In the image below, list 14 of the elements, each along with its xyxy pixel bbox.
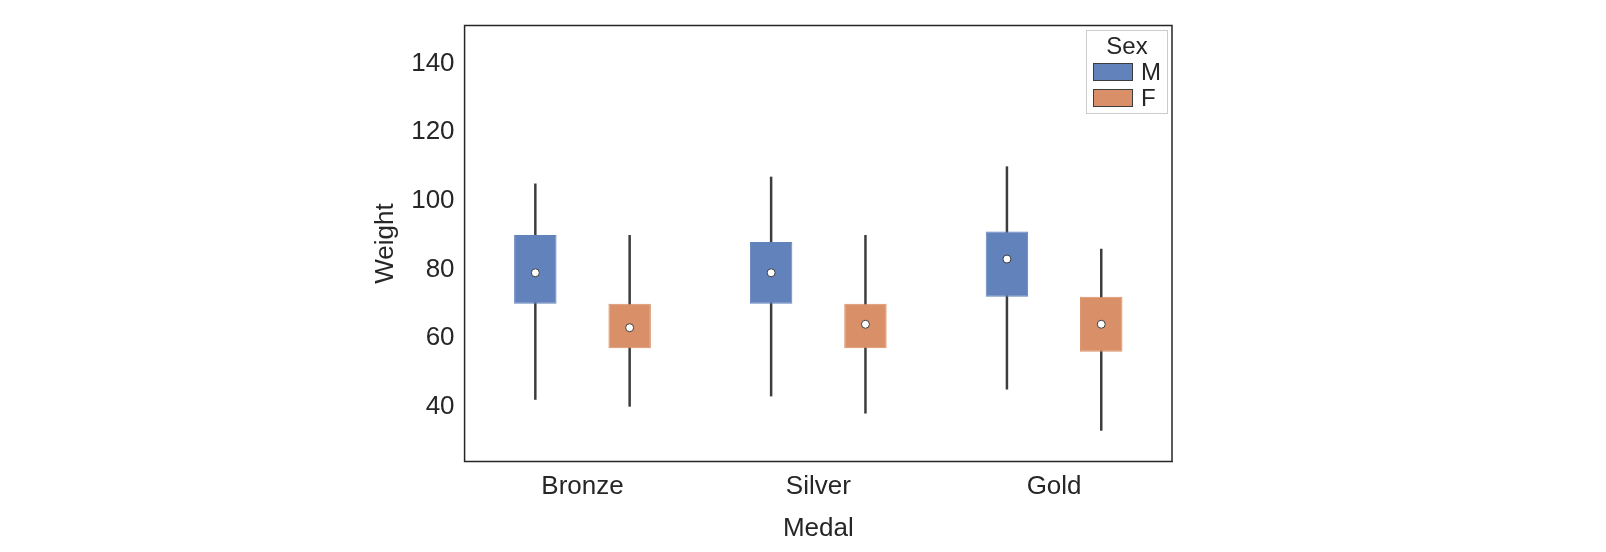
x-tick-label: Bronze (541, 470, 624, 501)
y-tick-label: 120 (411, 115, 455, 146)
y-tick-label: 60 (425, 321, 455, 352)
y-tick-label: 40 (425, 389, 455, 420)
y-tick-label: 80 (425, 252, 455, 283)
y-tick-label: 100 (411, 183, 455, 214)
y-axis-title: Weight (368, 202, 399, 284)
legend-label: F (1141, 83, 1156, 111)
x-tick-label: Gold (1026, 470, 1082, 501)
legend-title: Sex (1105, 31, 1149, 59)
legend-label: M (1141, 57, 1161, 85)
x-tick-label: Silver (785, 470, 852, 501)
x-axis-title: Medal (782, 511, 854, 542)
y-tick-label: 140 (411, 46, 455, 77)
